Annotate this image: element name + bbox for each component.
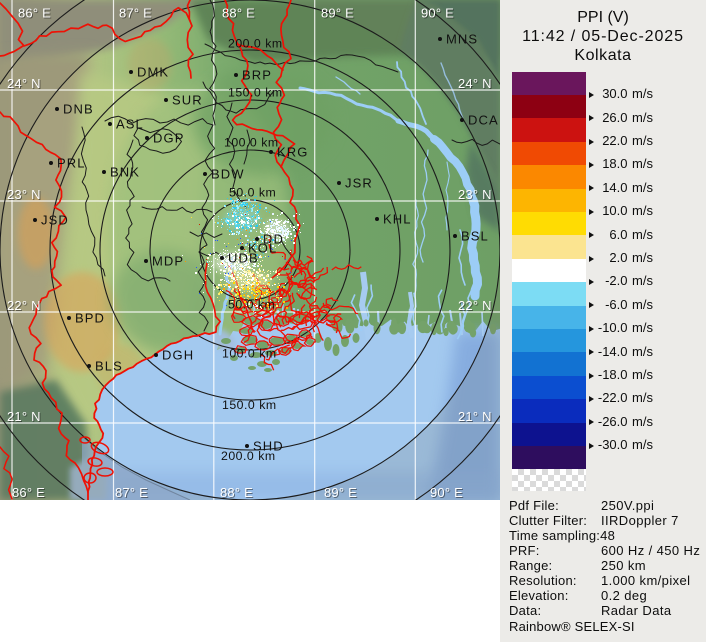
svg-text:BNK: BNK xyxy=(110,165,140,180)
svg-text:200.0 km: 200.0 km xyxy=(228,37,283,51)
svg-text:MNS: MNS xyxy=(446,32,478,47)
svg-text:150.0 km: 150.0 km xyxy=(222,398,277,412)
svg-text:90° E: 90° E xyxy=(430,485,463,500)
svg-text:MDP: MDP xyxy=(152,254,184,269)
svg-text:87° E: 87° E xyxy=(120,7,153,22)
svg-text:KHL: KHL xyxy=(383,212,412,227)
svg-text:BLS: BLS xyxy=(95,359,123,374)
svg-text:KRG: KRG xyxy=(277,145,308,160)
svg-text:89° E: 89° E xyxy=(324,485,357,500)
svg-text:24° N: 24° N xyxy=(459,77,493,92)
svg-text:50.0 km: 50.0 km xyxy=(228,298,275,312)
svg-text:87° E: 87° E xyxy=(119,6,152,21)
svg-text:22° N: 22° N xyxy=(8,299,42,314)
svg-text:24° N: 24° N xyxy=(8,77,42,92)
svg-text:24° N: 24° N xyxy=(7,76,41,91)
svg-text:86° E: 86° E xyxy=(13,486,46,500)
svg-text:90° E: 90° E xyxy=(431,486,464,500)
svg-text:89° E: 89° E xyxy=(321,6,354,21)
svg-text:86° E: 86° E xyxy=(18,6,51,21)
svg-text:90° E: 90° E xyxy=(421,6,454,21)
svg-text:DGP: DGP xyxy=(153,131,184,146)
svg-text:87° E: 87° E xyxy=(115,485,148,500)
svg-text:200.0 km: 200.0 km xyxy=(221,449,276,463)
svg-text:21° N: 21° N xyxy=(8,410,42,425)
svg-text:87° E: 87° E xyxy=(116,486,149,500)
svg-text:21° N: 21° N xyxy=(459,410,493,425)
svg-text:JSR: JSR xyxy=(345,176,373,191)
svg-text:JSD: JSD xyxy=(41,213,69,228)
svg-text:23° N: 23° N xyxy=(459,188,493,203)
svg-text:21° N: 21° N xyxy=(7,409,41,424)
svg-text:88° E: 88° E xyxy=(223,7,256,22)
svg-text:BRP: BRP xyxy=(242,68,272,83)
svg-text:BSL: BSL xyxy=(461,229,489,244)
svg-text:BPD: BPD xyxy=(75,311,105,326)
svg-text:KOL: KOL xyxy=(248,241,277,256)
svg-text:90° E: 90° E xyxy=(422,7,455,22)
svg-text:21° N: 21° N xyxy=(458,409,492,424)
svg-text:ASL: ASL xyxy=(116,117,144,132)
svg-text:DMK: DMK xyxy=(137,65,169,80)
svg-text:UDB: UDB xyxy=(228,251,259,266)
svg-text:89° E: 89° E xyxy=(325,486,358,500)
svg-text:23° N: 23° N xyxy=(458,187,492,202)
svg-text:50.0 km: 50.0 km xyxy=(229,186,276,200)
svg-text:86° E: 86° E xyxy=(19,7,52,22)
svg-text:22° N: 22° N xyxy=(459,299,493,314)
svg-text:86° E: 86° E xyxy=(12,485,45,500)
svg-text:DD: DD xyxy=(263,232,284,247)
svg-text:DNB: DNB xyxy=(63,102,94,117)
svg-text:22° N: 22° N xyxy=(458,298,492,313)
svg-text:150.0 km: 150.0 km xyxy=(228,86,283,100)
svg-text:DCA: DCA xyxy=(468,113,499,128)
svg-text:24° N: 24° N xyxy=(458,76,492,91)
svg-text:SUR: SUR xyxy=(172,93,203,108)
svg-text:DGH: DGH xyxy=(162,348,194,363)
svg-text:88° E: 88° E xyxy=(220,485,253,500)
svg-text:88° E: 88° E xyxy=(222,6,255,21)
svg-text:23° N: 23° N xyxy=(7,187,41,202)
svg-text:100.0 km: 100.0 km xyxy=(224,136,279,150)
svg-text:BDW: BDW xyxy=(211,167,245,182)
svg-text:89° E: 89° E xyxy=(322,7,355,22)
svg-text:SHD: SHD xyxy=(253,439,284,454)
svg-text:23° N: 23° N xyxy=(8,188,42,203)
svg-text:100.0 km: 100.0 km xyxy=(222,347,277,361)
svg-text:22° N: 22° N xyxy=(7,298,41,313)
svg-text:PRL: PRL xyxy=(57,156,86,171)
svg-text:88° E: 88° E xyxy=(221,486,254,500)
